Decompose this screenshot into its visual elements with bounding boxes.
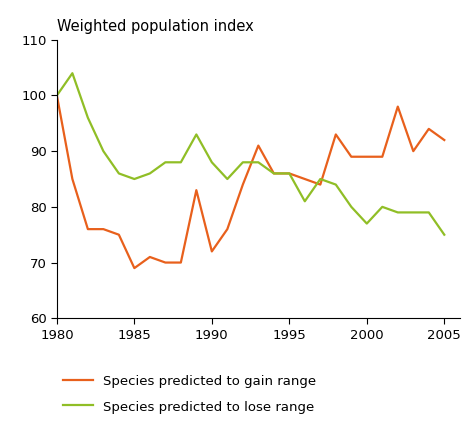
Text: Weighted population index: Weighted population index: [57, 19, 254, 34]
Legend: Species predicted to gain range, Species predicted to lose range: Species predicted to gain range, Species…: [64, 375, 316, 414]
